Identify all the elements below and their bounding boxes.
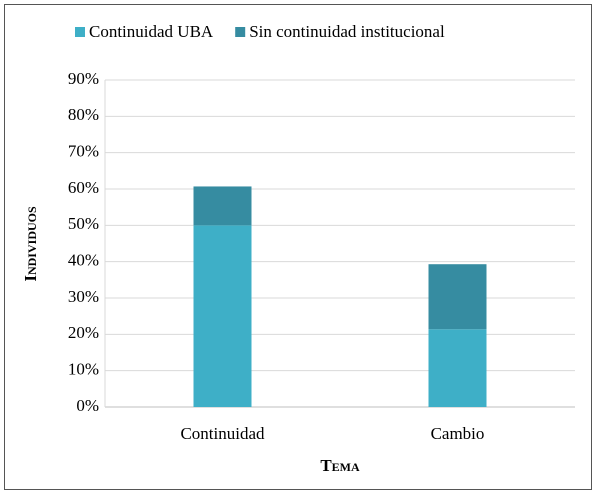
y-tick-label: 60%	[68, 178, 99, 197]
bar-segment	[193, 225, 252, 407]
y-tick-label: 90%	[68, 69, 99, 88]
legend-swatch	[75, 27, 85, 37]
y-tick-label: 10%	[68, 360, 99, 379]
y-tick-label: 40%	[68, 251, 99, 270]
bar-segment	[193, 186, 252, 226]
legend-label: Sin continuidad institucional	[249, 22, 445, 41]
legend-swatch	[235, 27, 246, 37]
y-tick-label: 20%	[68, 323, 99, 342]
y-tick-label: 80%	[68, 105, 99, 124]
legend-label: Continuidad UBA	[89, 22, 214, 41]
y-tick-label: 70%	[68, 142, 99, 161]
chart-border	[4, 4, 592, 490]
x-tick-label: Cambio	[431, 424, 485, 443]
x-axis-title: Tema	[320, 456, 360, 475]
y-axis-title: Individuos	[21, 206, 40, 282]
y-tick-label: 0%	[76, 396, 99, 415]
y-tick-label: 50%	[68, 214, 99, 233]
y-tick-label: 30%	[68, 287, 99, 306]
bar-segment	[428, 264, 487, 330]
bar-segment	[428, 329, 487, 407]
x-tick-label: Continuidad	[180, 424, 265, 443]
